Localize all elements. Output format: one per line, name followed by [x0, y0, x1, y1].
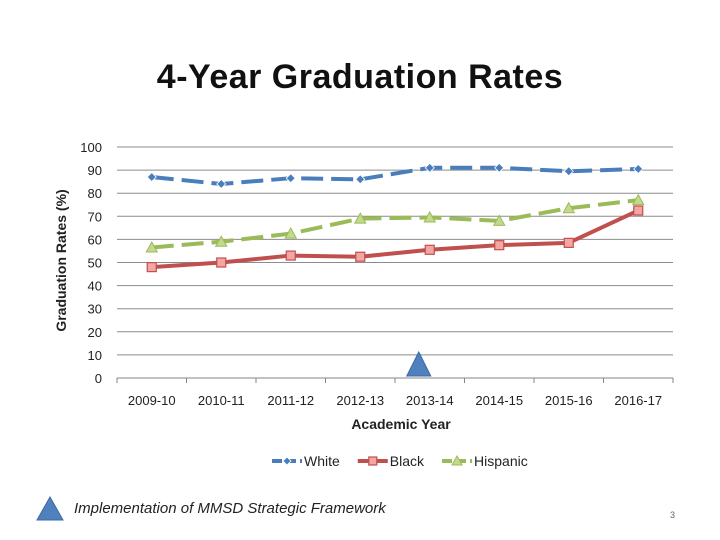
series-line-white [151, 165, 639, 186]
legend-marker-black [368, 456, 378, 466]
data-point-white [424, 162, 435, 173]
data-point-white [563, 166, 574, 177]
legend-label: Black [390, 453, 425, 469]
x-tick-label: 2013-14 [406, 393, 454, 408]
data-point-black [285, 250, 296, 261]
implementation-marker-icon [405, 350, 432, 377]
data-point-white [494, 162, 505, 173]
footnote-text: Implementation of MMSD Strategic Framewo… [74, 500, 386, 517]
data-point-hispanic [214, 235, 228, 247]
data-point-white [285, 173, 296, 184]
legend-marker-hispanic [451, 454, 463, 466]
data-point-black [146, 262, 157, 273]
data-point-hispanic [423, 210, 437, 223]
x-tick-label: 2014-15 [475, 393, 523, 408]
data-point-hispanic [631, 193, 645, 206]
legend-label: Hispanic [474, 453, 528, 469]
y-tick-label: 20 [88, 325, 102, 340]
data-point-white [633, 163, 644, 175]
data-point-black [424, 244, 435, 255]
y-tick-label: 50 [88, 256, 102, 271]
y-tick-label: 40 [88, 279, 102, 294]
y-tick-label: 10 [88, 348, 102, 363]
data-point-hispanic [562, 201, 576, 214]
x-tick-label: 2016-17 [614, 393, 662, 408]
x-tick-label: 2009-10 [128, 393, 176, 408]
y-tick-label: 70 [88, 209, 102, 224]
data-point-hispanic [353, 212, 367, 224]
y-tick-label: 100 [80, 140, 102, 155]
x-tick-label: 2012-13 [336, 393, 384, 408]
x-tick-label: 2010-11 [198, 393, 245, 408]
y-tick-label: 80 [88, 186, 102, 201]
legend-label: White [304, 453, 340, 469]
series-line-hispanic [151, 198, 639, 250]
footnote-marker-icon [36, 495, 64, 521]
x-tick-label: 2011-12 [267, 393, 314, 408]
x-axis-title: Academic Year [351, 416, 451, 432]
y-tick-label: 30 [88, 302, 102, 317]
data-point-hispanic [284, 227, 298, 239]
data-point-black [633, 205, 644, 216]
y-axis-title: Graduation Rates (%) [53, 189, 69, 331]
data-point-black [494, 240, 505, 251]
data-point-black [355, 251, 366, 262]
page-number: 3 [670, 510, 676, 520]
series-line-black [151, 208, 640, 270]
x-tick-label: 2015-16 [545, 393, 593, 408]
y-tick-label: 0 [95, 371, 102, 386]
legend-marker-white [282, 456, 292, 466]
y-tick-label: 60 [88, 232, 102, 247]
data-point-white [146, 171, 157, 183]
data-point-white [216, 178, 227, 190]
data-point-hispanic [145, 240, 159, 253]
y-tick-label: 90 [88, 163, 102, 178]
data-point-black [563, 237, 574, 248]
data-point-hispanic [492, 214, 506, 226]
data-point-black [216, 257, 227, 268]
slide-title: 4-Year Graduation Rates [156, 58, 564, 96]
data-point-white [355, 174, 366, 185]
